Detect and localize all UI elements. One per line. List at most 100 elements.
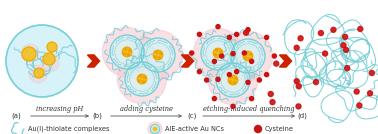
- Circle shape: [154, 56, 157, 58]
- Circle shape: [274, 61, 279, 66]
- Circle shape: [158, 57, 161, 59]
- Circle shape: [265, 73, 269, 77]
- Circle shape: [296, 104, 301, 109]
- Circle shape: [246, 52, 248, 54]
- Circle shape: [242, 51, 246, 55]
- Circle shape: [220, 54, 224, 58]
- Circle shape: [215, 49, 218, 51]
- Circle shape: [354, 89, 359, 94]
- Circle shape: [231, 76, 233, 78]
- Circle shape: [155, 51, 158, 53]
- Circle shape: [220, 50, 222, 53]
- Circle shape: [248, 57, 251, 60]
- Circle shape: [216, 63, 250, 97]
- Circle shape: [344, 47, 349, 52]
- Circle shape: [43, 53, 55, 65]
- Circle shape: [268, 92, 273, 96]
- Circle shape: [257, 78, 262, 82]
- Circle shape: [249, 53, 252, 56]
- Circle shape: [47, 42, 57, 52]
- Circle shape: [197, 70, 201, 74]
- Circle shape: [102, 27, 152, 77]
- Circle shape: [150, 124, 160, 133]
- Circle shape: [190, 51, 194, 55]
- Circle shape: [254, 126, 262, 133]
- Circle shape: [294, 79, 299, 84]
- Circle shape: [298, 36, 303, 41]
- Circle shape: [228, 75, 238, 85]
- Circle shape: [124, 48, 127, 50]
- Circle shape: [331, 27, 336, 32]
- Text: etching-induced quenching: etching-induced quenching: [203, 105, 295, 113]
- Circle shape: [322, 51, 328, 56]
- Circle shape: [201, 36, 235, 70]
- Circle shape: [341, 43, 346, 48]
- Text: (d): (d): [297, 113, 307, 119]
- Circle shape: [142, 81, 145, 83]
- Circle shape: [235, 32, 239, 36]
- Circle shape: [214, 54, 217, 56]
- Circle shape: [139, 75, 142, 77]
- Circle shape: [125, 62, 159, 96]
- Circle shape: [227, 73, 231, 77]
- Circle shape: [110, 35, 144, 69]
- Circle shape: [216, 25, 220, 29]
- Text: (c): (c): [187, 113, 197, 119]
- Circle shape: [21, 44, 39, 62]
- Circle shape: [22, 47, 36, 61]
- Circle shape: [138, 80, 141, 82]
- Circle shape: [213, 48, 223, 58]
- Polygon shape: [181, 55, 194, 67]
- Circle shape: [313, 80, 319, 85]
- Circle shape: [122, 47, 132, 57]
- Circle shape: [358, 26, 363, 31]
- Circle shape: [212, 97, 217, 101]
- Circle shape: [249, 59, 254, 63]
- Circle shape: [194, 28, 243, 78]
- Circle shape: [153, 127, 157, 131]
- Circle shape: [153, 50, 163, 60]
- Circle shape: [218, 55, 221, 57]
- Text: AIE-active Au NCs: AIE-active Au NCs: [165, 126, 224, 132]
- Circle shape: [243, 30, 249, 35]
- Circle shape: [129, 49, 131, 52]
- Text: adding cysteine: adding cysteine: [120, 105, 173, 113]
- Circle shape: [245, 57, 247, 59]
- Circle shape: [235, 70, 239, 74]
- Circle shape: [246, 80, 250, 84]
- Circle shape: [117, 54, 167, 104]
- Circle shape: [212, 59, 217, 63]
- Circle shape: [231, 52, 235, 56]
- Circle shape: [294, 45, 299, 50]
- Circle shape: [270, 100, 275, 105]
- Circle shape: [234, 77, 237, 80]
- Polygon shape: [279, 55, 291, 67]
- Circle shape: [123, 53, 126, 55]
- Text: Cysteine: Cysteine: [265, 126, 294, 132]
- Circle shape: [227, 35, 231, 39]
- Circle shape: [265, 35, 269, 39]
- Circle shape: [208, 55, 258, 105]
- Circle shape: [357, 103, 362, 108]
- Circle shape: [367, 91, 373, 96]
- Circle shape: [127, 53, 130, 56]
- Circle shape: [233, 81, 235, 84]
- Circle shape: [229, 81, 232, 83]
- Circle shape: [243, 51, 253, 61]
- Circle shape: [141, 38, 175, 72]
- Circle shape: [272, 54, 276, 58]
- Circle shape: [6, 25, 78, 97]
- Circle shape: [160, 52, 162, 55]
- Circle shape: [148, 122, 162, 134]
- Circle shape: [369, 70, 374, 75]
- Circle shape: [34, 68, 44, 78]
- Text: Au(I)-thiolate complexes: Au(I)-thiolate complexes: [28, 126, 110, 132]
- Circle shape: [296, 84, 301, 89]
- Circle shape: [216, 77, 220, 81]
- Text: (b): (b): [92, 113, 102, 119]
- Circle shape: [197, 32, 201, 36]
- Circle shape: [342, 34, 348, 39]
- Circle shape: [29, 65, 47, 83]
- Circle shape: [246, 28, 250, 32]
- Circle shape: [144, 76, 146, 79]
